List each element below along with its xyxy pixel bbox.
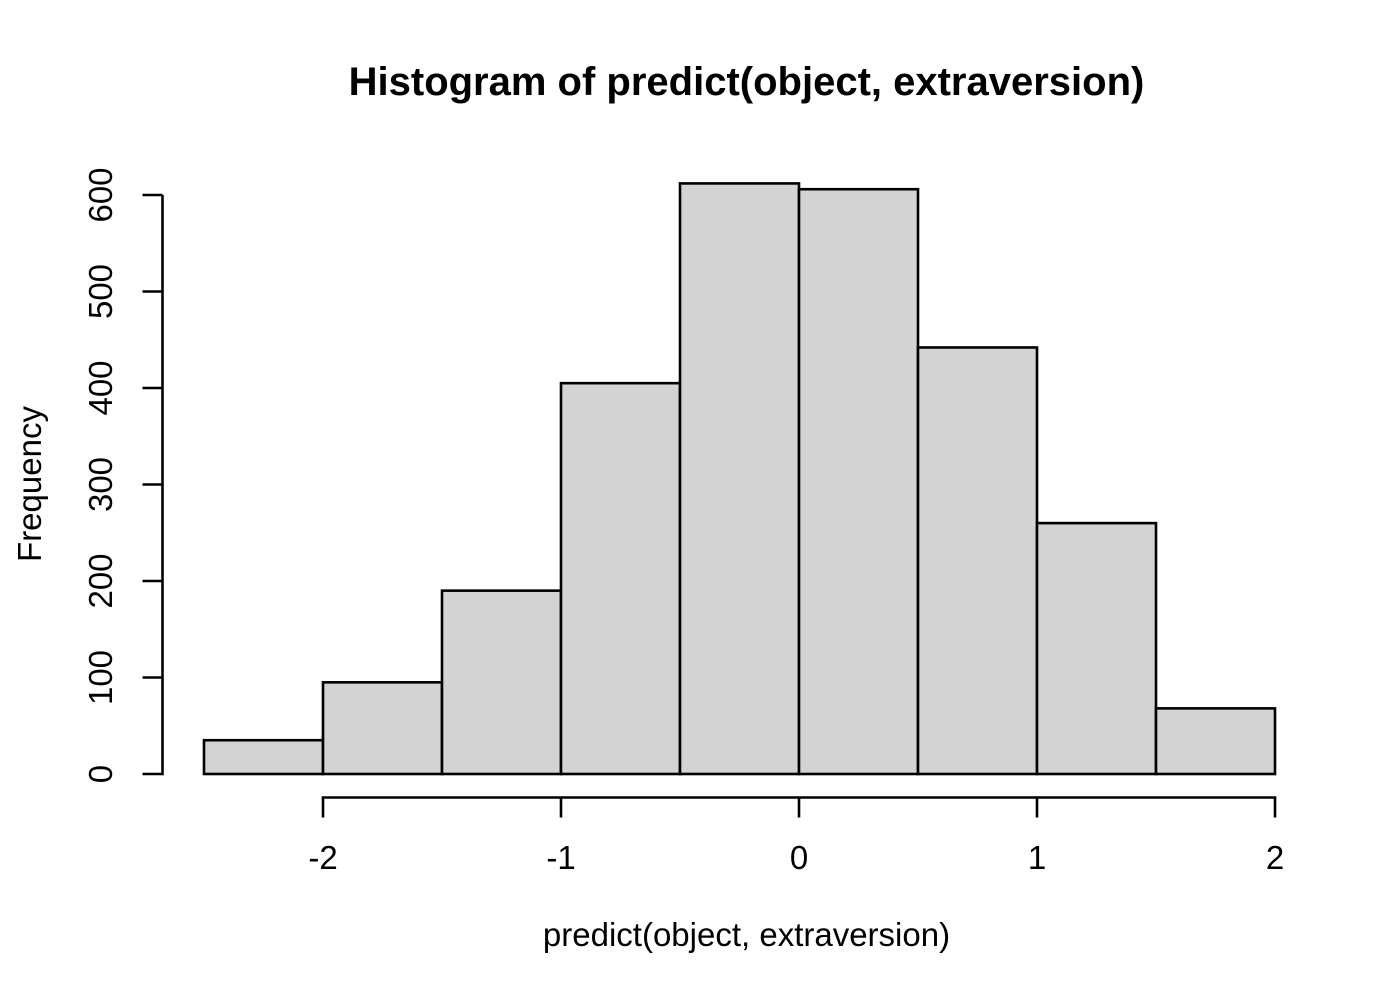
histogram-bar bbox=[202, 738, 325, 776]
y-tick-label: 0 bbox=[82, 765, 119, 783]
y-tick-label: 200 bbox=[82, 553, 119, 608]
y-tick-label: 500 bbox=[82, 264, 119, 319]
histogram-bar bbox=[797, 187, 920, 776]
histogram-bar bbox=[321, 681, 444, 776]
y-tick-label: 100 bbox=[82, 650, 119, 705]
histogram-bar bbox=[440, 589, 563, 776]
x-tick-label: 2 bbox=[1266, 839, 1284, 876]
x-axis-label: predict(object, extraversion) bbox=[542, 916, 951, 953]
y-axis-label: Frequency bbox=[11, 406, 48, 562]
histogram-bar bbox=[1154, 707, 1277, 776]
histogram-bar bbox=[916, 346, 1039, 776]
x-tick-label: -1 bbox=[546, 839, 575, 876]
x-tick-label: 0 bbox=[790, 839, 808, 876]
x-tick-label: 1 bbox=[1028, 839, 1046, 876]
y-tick-label: 400 bbox=[82, 360, 119, 415]
y-tick-label: 600 bbox=[82, 167, 119, 222]
x-tick-label: -2 bbox=[308, 839, 337, 876]
histogram-bar bbox=[678, 182, 801, 776]
chart-title: Histogram of predict(object, extraversio… bbox=[348, 60, 1145, 104]
histogram-bar bbox=[1035, 521, 1158, 776]
y-tick-label: 300 bbox=[82, 457, 119, 512]
histogram-bar bbox=[559, 381, 682, 776]
